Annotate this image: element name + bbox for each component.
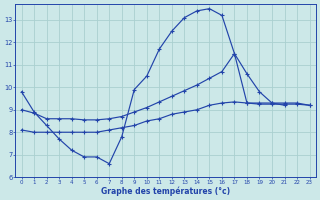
X-axis label: Graphe des températures (°c): Graphe des températures (°c) <box>101 186 230 196</box>
